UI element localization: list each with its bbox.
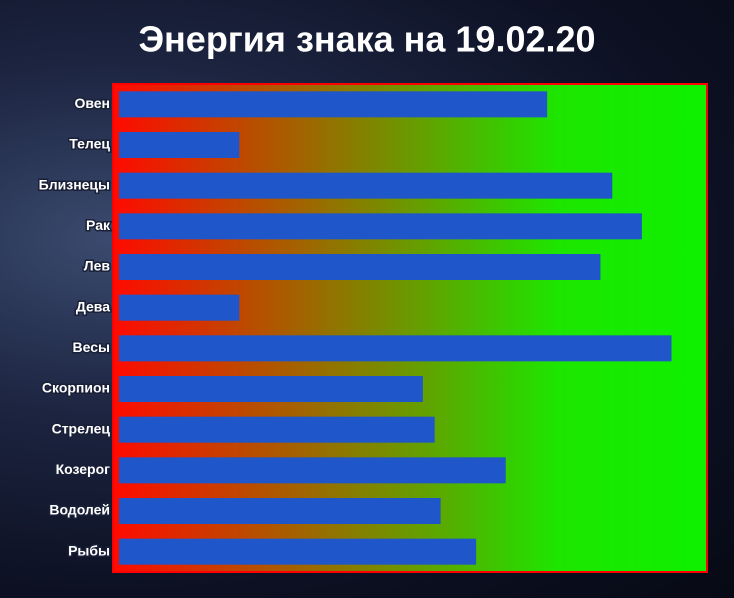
bar (119, 498, 441, 524)
chart-title: Энергия знака на 19.02.20 (138, 19, 595, 60)
y-tick-label: Скорпион (42, 380, 110, 396)
bar (119, 91, 548, 118)
bar (119, 254, 601, 280)
bar (119, 376, 423, 402)
y-tick-label: Стрелец (52, 420, 111, 436)
y-tick-label: Близнецы (39, 176, 110, 192)
y-tick-label: Дева (76, 298, 110, 314)
bar (119, 416, 435, 443)
plot-area (112, 83, 708, 573)
y-tick-label: Рак (86, 217, 111, 233)
bar (119, 213, 642, 240)
y-tick-label: Козерог (56, 461, 111, 477)
y-tick-label: Рыбы (68, 542, 110, 558)
bar (119, 132, 240, 158)
bar (119, 457, 506, 484)
bar (119, 335, 672, 362)
y-tick-label: Телец (69, 136, 110, 152)
y-tick-label: Лев (84, 258, 111, 274)
y-tick-label: Водолей (49, 502, 110, 518)
bar (119, 294, 240, 321)
y-tick-label: Весы (73, 339, 110, 355)
y-tick-label: Овен (74, 95, 110, 111)
bar (119, 538, 477, 565)
bar (119, 172, 613, 199)
